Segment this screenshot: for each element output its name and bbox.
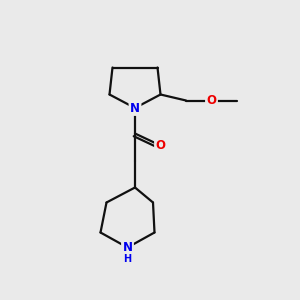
Text: O: O	[155, 139, 166, 152]
Text: H: H	[123, 254, 132, 264]
Text: N: N	[130, 101, 140, 115]
Text: N: N	[122, 241, 133, 254]
Text: O: O	[206, 94, 217, 107]
